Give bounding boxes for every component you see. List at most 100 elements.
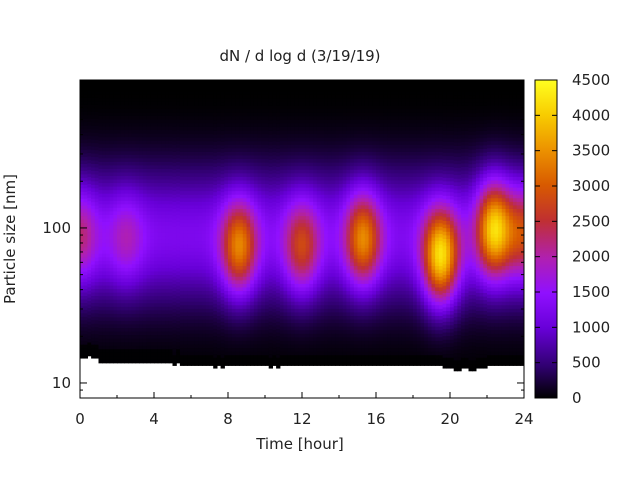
heat-cell xyxy=(120,267,125,272)
heat-cell xyxy=(239,236,244,242)
heat-cell xyxy=(150,281,155,286)
heat-cell xyxy=(157,292,162,297)
heat-cell xyxy=(283,154,288,160)
heat-cell xyxy=(239,269,244,274)
heat-cell xyxy=(124,157,129,162)
heat-cell xyxy=(172,233,177,238)
heat-cell xyxy=(279,87,285,92)
heat-cell xyxy=(98,196,103,201)
heat-cell xyxy=(154,260,159,265)
heat-cell xyxy=(287,308,292,313)
heat-cell xyxy=(150,309,155,314)
heat-cell xyxy=(183,269,188,274)
heat-cell xyxy=(94,246,100,251)
heat-cell xyxy=(131,341,137,346)
heat-cell xyxy=(187,226,192,231)
heat-cell xyxy=(194,351,199,356)
heat-cell xyxy=(124,253,129,258)
heat-cell xyxy=(109,235,114,240)
heat-cell xyxy=(242,326,248,331)
heat-cell xyxy=(242,311,248,316)
heat-cell xyxy=(87,317,92,322)
heat-cell xyxy=(224,115,229,120)
heat-cell xyxy=(250,190,255,195)
heat-cell xyxy=(265,80,270,85)
heat-cell xyxy=(257,347,262,352)
heat-cell xyxy=(179,80,185,85)
heat-cell xyxy=(228,83,233,88)
heat-cell xyxy=(250,279,255,284)
heat-cell xyxy=(279,326,285,331)
heat-cell xyxy=(113,189,118,194)
heat-cell xyxy=(290,304,296,309)
heat-cell xyxy=(253,90,259,95)
heat-cell xyxy=(168,256,174,261)
heat-cell xyxy=(120,203,125,208)
heat-cell xyxy=(272,190,277,195)
heat-cell xyxy=(250,154,255,160)
heat-cell xyxy=(265,133,270,138)
heat-cell xyxy=(179,333,185,338)
heat-cell xyxy=(253,101,259,106)
heat-cell xyxy=(179,165,185,170)
heat-cell xyxy=(109,118,114,124)
heat-cell xyxy=(220,98,225,103)
heat-cell xyxy=(235,162,240,167)
heat-cell xyxy=(139,83,144,88)
heat-cell xyxy=(150,150,155,155)
heat-cell xyxy=(224,94,229,99)
heat-cell xyxy=(302,258,307,263)
heat-cell xyxy=(124,359,129,364)
heat-cell xyxy=(87,166,92,171)
heat-cell xyxy=(83,146,88,151)
heat-cell xyxy=(294,215,299,220)
heat-cell xyxy=(283,347,288,352)
heat-cell xyxy=(287,251,292,256)
heat-cell xyxy=(239,358,244,363)
heat-cell xyxy=(246,254,251,259)
heat-cell xyxy=(187,261,192,267)
heat-cell xyxy=(135,288,140,293)
heat-cell xyxy=(294,94,299,99)
heat-cell xyxy=(257,201,262,206)
heat-cell xyxy=(294,361,299,366)
heat-cell xyxy=(272,343,277,349)
heat-cell xyxy=(283,351,288,356)
heat-cell xyxy=(161,235,166,240)
heat-cell xyxy=(109,239,114,244)
heat-cell xyxy=(198,293,203,299)
heat-cell xyxy=(290,179,296,185)
heat-cell xyxy=(139,129,144,134)
heat-cell xyxy=(172,290,177,295)
heat-cell xyxy=(309,236,314,242)
heat-cell xyxy=(220,270,225,275)
heat-cell xyxy=(154,224,159,230)
heat-cell xyxy=(135,239,140,244)
heat-cell xyxy=(139,231,144,237)
heat-cell xyxy=(276,259,281,265)
heat-cell xyxy=(187,297,192,302)
heat-cell xyxy=(146,348,151,353)
heat-cell xyxy=(139,143,144,148)
heat-cell xyxy=(83,222,88,227)
heat-cell xyxy=(161,171,166,177)
heat-cell xyxy=(272,251,277,256)
heat-cell xyxy=(142,235,148,240)
heat-cell xyxy=(187,286,192,292)
heat-cell xyxy=(128,277,133,283)
heat-cell xyxy=(239,315,244,320)
heat-cell xyxy=(150,231,155,237)
heat-cell xyxy=(220,303,225,308)
heat-cell xyxy=(191,283,196,288)
heat-cell xyxy=(298,258,303,263)
heat-cell xyxy=(105,157,111,162)
heat-cell xyxy=(294,279,299,284)
heat-cell xyxy=(294,233,299,238)
heat-cell xyxy=(235,158,240,163)
heat-cell xyxy=(265,290,270,295)
heat-cell xyxy=(265,179,270,185)
heat-cell xyxy=(242,129,248,135)
heat-cell xyxy=(198,190,203,195)
heat-cell xyxy=(113,157,118,162)
heat-cell xyxy=(265,104,270,110)
